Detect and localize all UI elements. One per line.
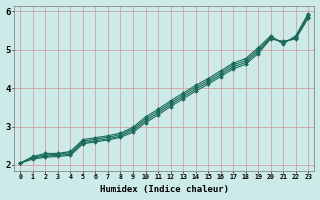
X-axis label: Humidex (Indice chaleur): Humidex (Indice chaleur) — [100, 185, 229, 194]
